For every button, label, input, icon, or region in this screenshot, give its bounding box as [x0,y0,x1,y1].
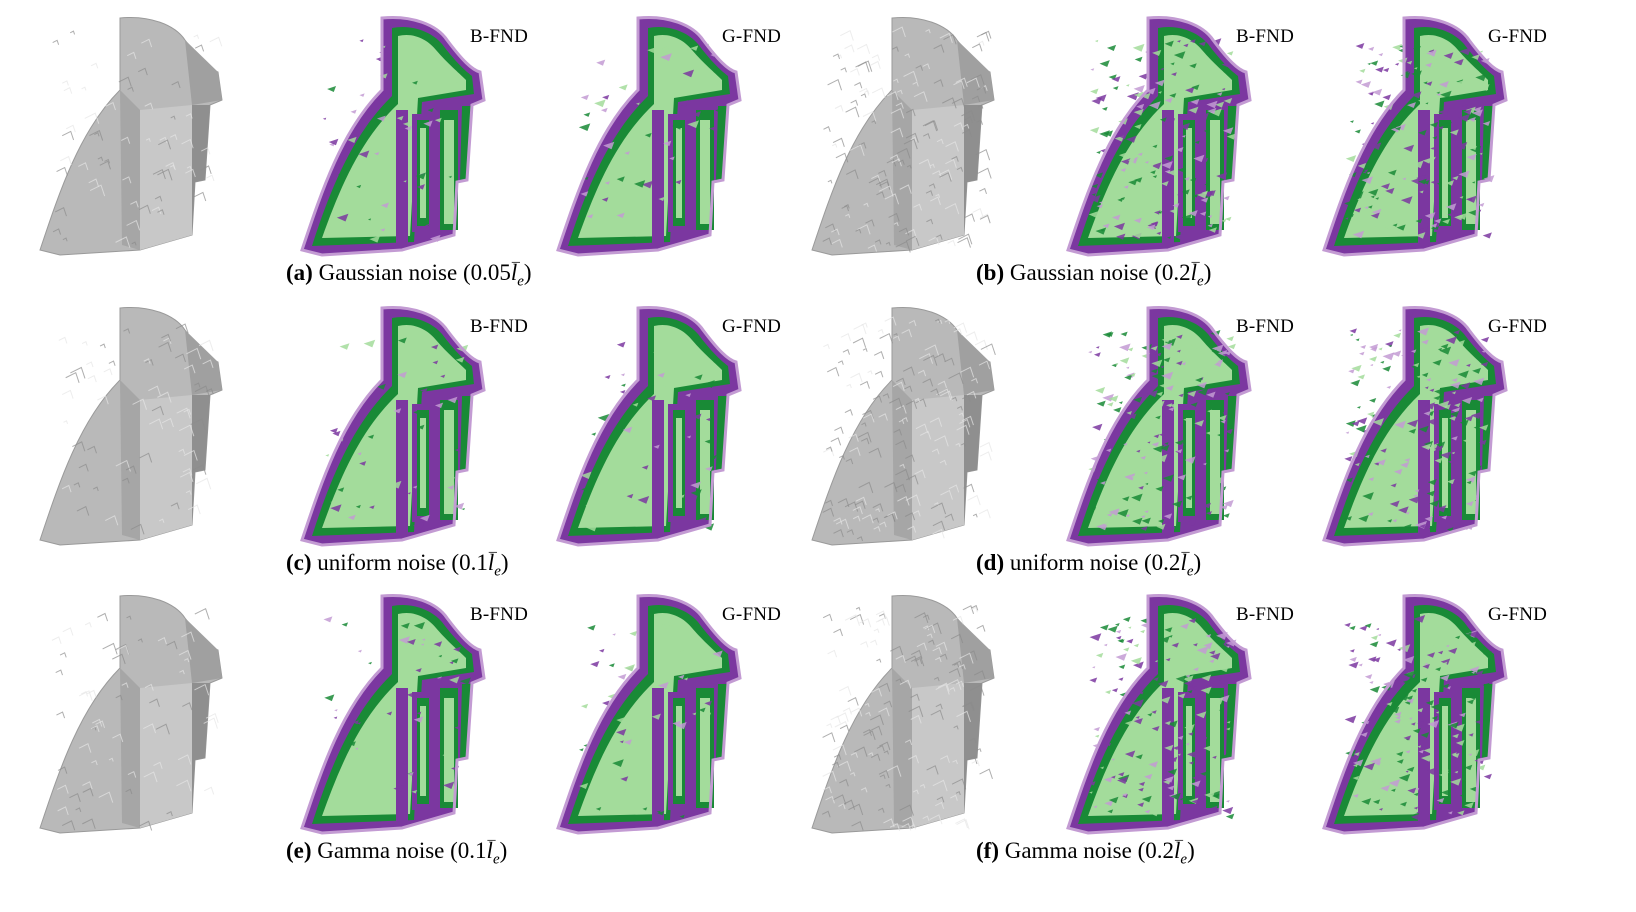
subfigure-caption: (b) Gaussian noise (0.2 ¯ le) [976,260,1211,291]
subfigure-caption: (c) uniform noise (0.1 ¯ le) [286,550,509,581]
subfigure-label: (c) [286,550,312,575]
mean-edge-length-symbol: ¯ le [487,838,500,869]
noisy-input-mesh [772,10,1012,272]
b-fnd-result-mesh [262,10,502,272]
noisy-input-mesh [0,300,240,562]
subfigure-label: (b) [976,260,1004,285]
b-fnd-result-mesh [262,300,502,562]
g-fnd-result-mesh [1284,588,1524,850]
method-label-b-fnd: B-FND [1236,604,1294,626]
figure-row: B-FND G-FND (c) uniform noise (0.1 ¯ le) B-F… [0,300,1636,600]
mean-edge-length-symbol: ¯ le [488,550,501,581]
figure-row: B-FND G-FND (e) Gamma noise (0.1 ¯ le) B-FND… [0,588,1636,888]
subfigure-caption: (a) Gaussian noise (0.05 ¯ le) [286,260,532,291]
caption-text: Gaussian noise (0.2 [1010,260,1191,285]
subfigure-label: (e) [286,838,312,863]
subfigure-caption: (e) Gamma noise (0.1 ¯ le) [286,838,507,869]
caption-close: ) [500,838,508,863]
method-label-b-fnd: B-FND [1236,316,1294,338]
g-fnd-result-mesh [518,10,758,272]
caption-close: ) [501,550,509,575]
subfigure-caption: (d) uniform noise (0.2 ¯ le) [976,550,1201,581]
caption-close: ) [524,260,532,285]
caption-close: ) [1194,550,1202,575]
noisy-input-mesh [0,588,240,850]
subfigure-caption: (f) Gamma noise (0.2 ¯ le) [976,838,1195,869]
subfigure-label: (d) [976,550,1004,575]
noisy-input-mesh [772,300,1012,562]
g-fnd-result-mesh [518,588,758,850]
caption-text: Gaussian noise (0.05 [319,260,511,285]
caption-text: uniform noise (0.2 [1010,550,1181,575]
g-fnd-result-mesh [1284,10,1524,272]
caption-text: Gamma noise (0.1 [317,838,486,863]
method-label-g-fnd: G-FND [1488,316,1547,338]
g-fnd-result-mesh [1284,300,1524,562]
method-label-g-fnd: G-FND [1488,26,1547,48]
b-fnd-result-mesh [1028,10,1268,272]
caption-close: ) [1187,838,1195,863]
mean-edge-length-symbol: ¯ le [1174,838,1187,869]
caption-close: ) [1204,260,1212,285]
subfigure-label: (f) [976,838,999,863]
method-label-b-fnd: B-FND [470,26,528,48]
subfigure-label: (a) [286,260,313,285]
b-fnd-result-mesh [1028,588,1268,850]
b-fnd-result-mesh [262,588,502,850]
noisy-input-mesh [0,10,240,272]
mean-edge-length-symbol: ¯ le [1191,260,1204,291]
method-label-b-fnd: B-FND [470,316,528,338]
method-label-b-fnd: B-FND [470,604,528,626]
caption-text: Gamma noise (0.2 [1005,838,1174,863]
method-label-b-fnd: B-FND [1236,26,1294,48]
noisy-input-mesh [772,588,1012,850]
figure-row: B-FND G-FND (a) Gaussian noise (0.05 ¯ le) B… [0,10,1636,310]
mean-edge-length-symbol: ¯ le [511,260,524,291]
b-fnd-result-mesh [1028,300,1268,562]
mean-edge-length-symbol: ¯ le [1180,550,1193,581]
g-fnd-result-mesh [518,300,758,562]
caption-text: uniform noise (0.1 [317,550,488,575]
method-label-g-fnd: G-FND [1488,604,1547,626]
